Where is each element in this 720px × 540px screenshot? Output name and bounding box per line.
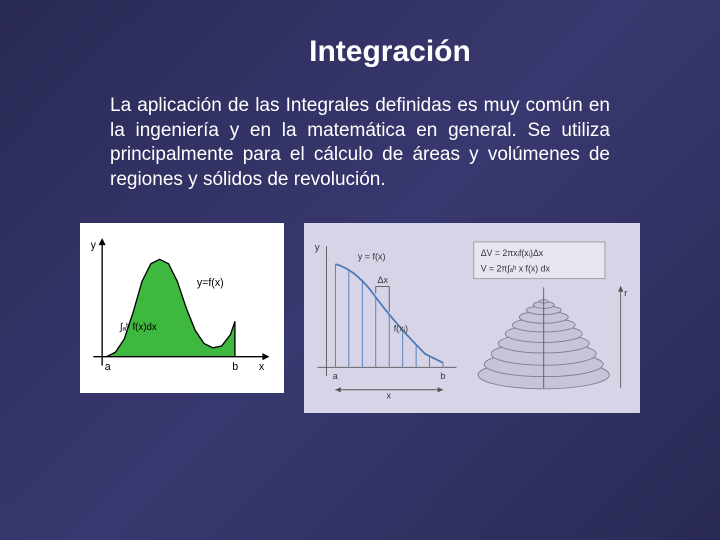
fig2r-r-label: r — [624, 288, 628, 299]
fig1-area — [107, 259, 235, 356]
slide-title: Integración — [110, 35, 670, 69]
slide-container: Integración La aplicación de las Integra… — [0, 0, 720, 540]
fig2-left-svg: y y = f(x) Δx f(xᵢ) a b x — [304, 223, 465, 413]
fig2l-y-label: y — [314, 242, 319, 253]
fig2r-formula1: ΔV = 2πxᵢf(xᵢ)Δx — [481, 248, 544, 258]
fig1-svg: y x y=f(x) ∫ₐᵇ f(x)dx a b — [80, 223, 284, 393]
fig2l-dx-label: Δx — [377, 275, 388, 285]
fig2l-curve-label: y = f(x) — [357, 251, 385, 261]
figures-row: y x y=f(x) ∫ₐᵇ f(x)dx a b — [80, 223, 640, 413]
fig2r-formula2: V = 2π∫ₐᵇ x f(x) dx — [481, 263, 551, 273]
fig2-right-panel: ΔV = 2πxᵢf(xᵢ)Δx V = 2π∫ₐᵇ x f(x) dx — [465, 223, 640, 413]
fig2-left-panel: y y = f(x) Δx f(xᵢ) a b x — [304, 223, 465, 413]
fig1-x-arrow — [262, 353, 269, 360]
fig2l-b-label: b — [440, 371, 445, 381]
fig2-right-svg: ΔV = 2πxᵢf(xᵢ)Δx V = 2π∫ₐᵇ x f(x) dx — [465, 223, 640, 413]
fig1-integral-label: ∫ₐᵇ f(x)dx — [119, 322, 157, 333]
slide-body: La aplicación de las Integrales definida… — [110, 94, 610, 193]
fig2l-a-label: a — [332, 371, 337, 381]
fig2l-xspan: x — [386, 390, 391, 400]
figure-solid-revolution: y y = f(x) Δx f(xᵢ) a b x ΔV = — [304, 223, 640, 413]
fig1-b-label: b — [232, 361, 238, 373]
fig1-y-arrow — [99, 238, 106, 245]
fig1-y-label: y — [91, 239, 97, 251]
fig1-curve-label: y=f(x) — [197, 277, 224, 289]
fig1-a-label: a — [105, 361, 111, 373]
figure-area-under-curve: y x y=f(x) ∫ₐᵇ f(x)dx a b — [80, 223, 284, 393]
fig1-x-label: x — [259, 361, 265, 373]
fig2l-fx-label: f(xᵢ) — [393, 323, 407, 333]
